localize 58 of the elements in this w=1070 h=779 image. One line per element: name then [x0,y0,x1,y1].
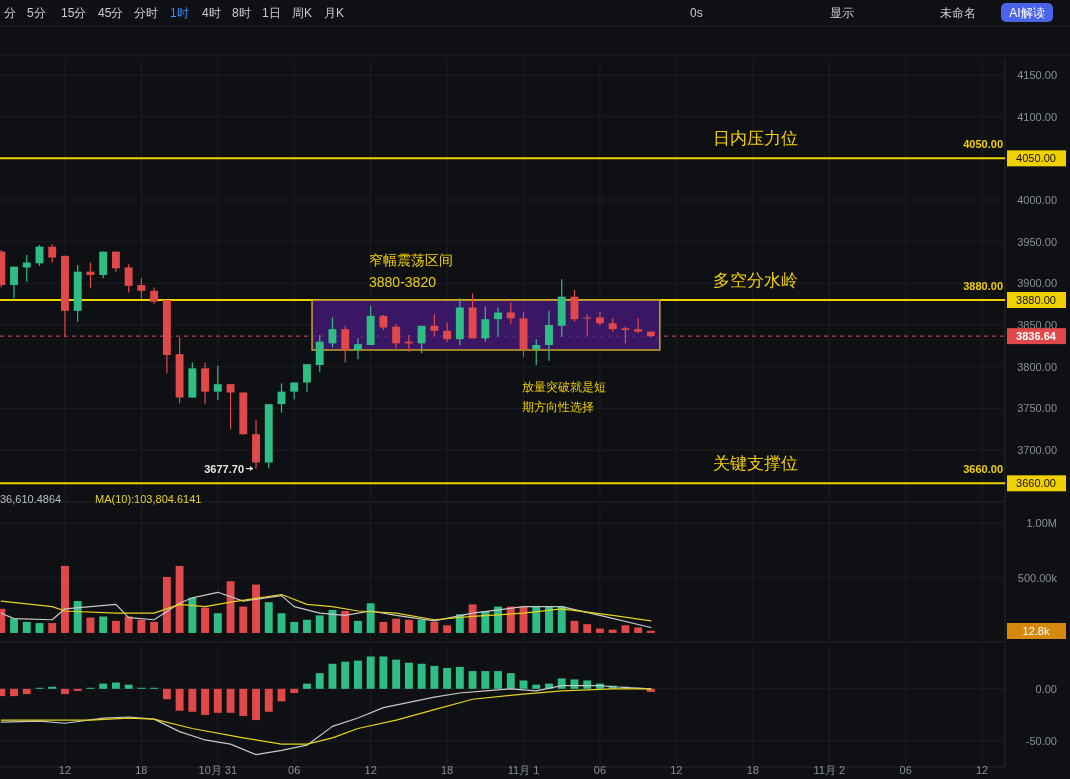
x-tick-label: 12 [364,764,377,776]
annotation: 窄幅震荡区间 [369,252,453,268]
y-tick-label: 4050.00 [1016,152,1056,165]
annotation: 3660.00 [963,463,1003,476]
text: 月K [324,6,345,20]
ref-line-label: 多空分水岭 [712,271,798,290]
y-tick-label: 4000.00 [1017,194,1057,206]
text: 3836.64 [1016,330,1057,343]
y-tick-label: 4150.00 [1017,69,1057,81]
x-tick-label: 12 [58,764,72,776]
y-tick-label: 1.00M [1026,517,1057,530]
y-tick-label: -50.00 [1025,735,1057,747]
y-tick-label: 500.00k [1017,572,1058,584]
annotation: 3880.00 [963,280,1003,292]
y-tick-label: 0.00 [1035,682,1057,695]
annotation: MA(10):103,804.6141 [95,493,202,505]
annotation: 放量突破就是短期方向性选择 [522,380,606,414]
ref-line-label: 关键支撑位 [712,454,798,474]
annotation: 4050.00 [963,138,1003,151]
x-tick-label: 18 [135,764,148,776]
y-tick-label: 3850.00 [1017,319,1057,331]
text: 8时 [232,6,251,20]
x-tick-label: 06 [899,764,912,776]
text: 15分 [61,6,87,20]
text: 分时 [134,6,158,20]
x-tick-label: 18 [440,764,454,776]
text: 1日 [262,6,281,20]
text: 0s [690,6,703,20]
x-tick-label: 11月 2 [813,764,846,776]
text: 45分 [98,6,124,20]
annotation: 3880-3820 [369,274,437,290]
text: 5分 [27,6,46,20]
x-tick-label: 18 [746,764,759,776]
text: 12.8k [1022,625,1050,637]
text: 显示 [830,6,854,20]
text: 1时 [170,6,189,20]
x-tick-label: 12 [975,764,989,776]
text: 未命名 [940,6,976,20]
text: 周K [292,6,313,20]
x-tick-label: 10月 31 [198,764,238,776]
text: AI解读 [1009,6,1045,20]
ref-line-label: 日内压力位 [712,129,798,149]
x-tick-label: 11月 1 [507,764,540,776]
text: 3660.00 [1016,477,1056,490]
annotation: 3677.70 [204,462,245,475]
annotation: 36,610.4864 [0,493,62,505]
y-tick-label: 3900.00 [1017,277,1057,290]
text: 3880.00 [1016,294,1056,306]
text: 分 [4,6,16,20]
x-tick-label: 06 [288,764,301,776]
text: 4时 [202,6,221,20]
y-tick-label: 3750.00 [1017,402,1057,415]
y-tick-label: 3700.00 [1017,444,1057,456]
y-tick-label: 3950.00 [1017,235,1057,248]
y-tick-label: 3800.00 [1017,360,1057,373]
y-tick-label: 4100.00 [1017,110,1057,123]
x-tick-label: 06 [593,764,607,776]
x-tick-label: 12 [670,764,683,776]
